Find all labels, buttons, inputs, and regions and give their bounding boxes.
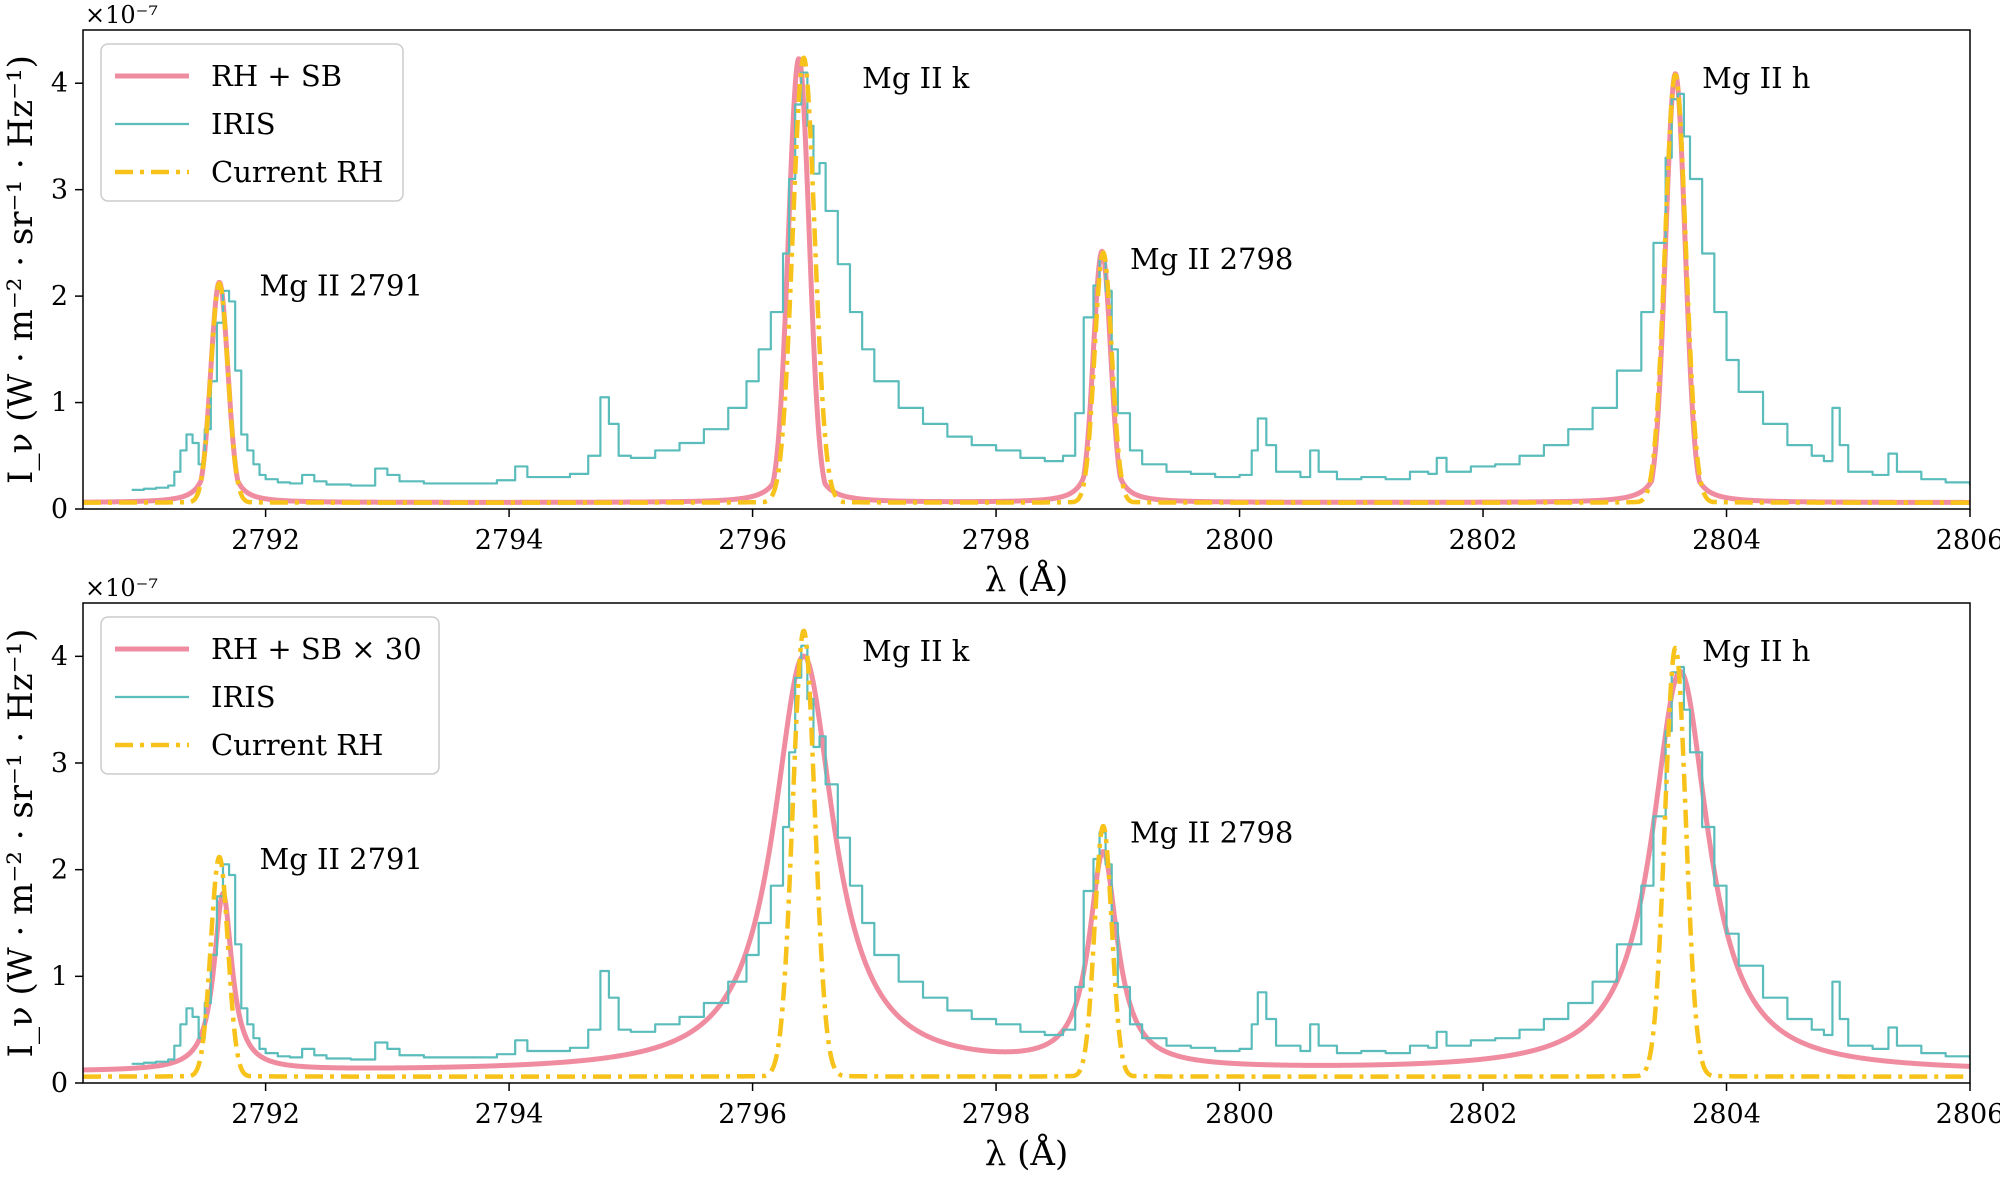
bottom-panel: 2792 2794 2796 2798 2800 2802 2804 2806 0 1 2 3 4 ×10… [1,574,2000,1174]
y-axis-label: I_ν (W · m⁻² · sr⁻¹ · Hz⁻¹) [1,55,41,484]
legend-label: IRIS [211,107,276,141]
x-tick-label: 2798 [962,525,1031,556]
y-tick-label: 0 [51,1068,68,1099]
legend-label: RH + SB [211,59,342,93]
y-tick-label: 2 [51,281,68,312]
x-tick-label: 2796 [718,525,787,556]
y-tick-label: 3 [51,748,68,779]
y-tick-label: 0 [51,494,68,525]
series-line-rh-sb [83,56,1970,505]
legend-box [100,43,404,202]
y-axis-label: I_ν (W · m⁻² · sr⁻¹ · Hz⁻¹) [1,629,41,1058]
x-tick-label: 2794 [475,525,544,556]
x-tick-label: 2792 [231,525,300,556]
legend-label: Current RH [211,728,383,762]
plot-area [83,55,1970,505]
x-tick-label: 2804 [1692,1099,1761,1130]
series-line-current-rh [83,55,1970,505]
plot-frame [82,602,1971,1084]
plot-area [83,628,1970,1079]
line-annotation: Mg II h [1702,634,1810,668]
line-annotation: Mg II k [862,61,970,95]
x-tick-label: 2798 [962,1099,1031,1130]
y-multiplier: ×10⁻⁷ [85,574,158,602]
line-annotation: Mg II 2798 [1130,815,1293,849]
line-annotation: Mg II k [862,634,970,668]
y-tick-label: 2 [51,855,68,886]
series-line-rh-sb-30 [83,653,1970,1073]
y-tick-label: 3 [51,175,68,206]
x-tick-label: 2792 [231,1099,300,1130]
x-tick-label: 2804 [1692,525,1761,556]
legend-label: IRIS [211,680,276,714]
x-tick-label: 2794 [475,1099,544,1130]
y-tick-label: 4 [51,68,68,99]
top-panel: 2792 2794 2796 2798 2800 2802 2804 2806 0 1 2 3 4 ×10… [1,1,2000,600]
x-tick-label: 2802 [1449,1099,1518,1130]
x-tick-label: 2806 [1936,525,2000,556]
x-tick-label: 2796 [718,1099,787,1130]
line-annotation: Mg II 2798 [1130,242,1293,276]
legend-label: Current RH [211,155,383,189]
series-line-current-rh [83,628,1970,1079]
y-tick-label: 1 [51,388,68,419]
plot-frame [82,29,1971,510]
line-annotation: Mg II 2791 [260,268,423,302]
x-tick-label: 2802 [1449,525,1518,556]
x-axis-label: λ (Å) [985,1133,1068,1174]
line-annotation: Mg II 2791 [260,842,423,876]
x-axis-label: λ (Å) [985,559,1068,600]
y-tick-label: 1 [51,961,68,992]
line-annotation: Mg II h [1702,61,1810,95]
x-tick-label: 2800 [1205,525,1274,556]
y-tick-label: 4 [51,641,68,672]
x-tick-label: 2800 [1205,1099,1274,1130]
legend-box [100,616,440,775]
y-multiplier: ×10⁻⁷ [85,1,158,29]
x-tick-label: 2806 [1936,1099,2000,1130]
legend-label: RH + SB × 30 [211,632,422,666]
